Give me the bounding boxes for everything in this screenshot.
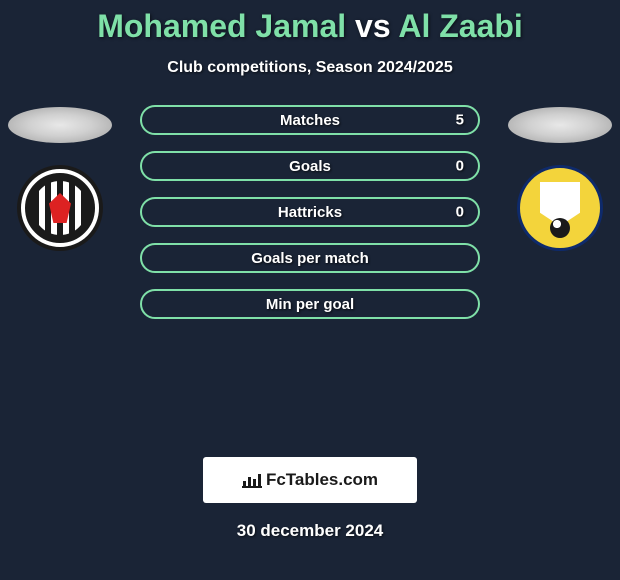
player1-name: Mohamed Jamal [97, 8, 346, 44]
content-area: Matches 5 Goals 0 Hattricks 0 Goals per … [0, 105, 620, 435]
stat-row-goals: Goals 0 [140, 151, 480, 181]
stat-row-goals-per-match: Goals per match [140, 243, 480, 273]
vs-word: vs [355, 8, 391, 44]
stat-label: Goals per match [251, 250, 369, 267]
player1-club-badge [17, 165, 103, 251]
stat-row-hattricks: Hattricks 0 [140, 197, 480, 227]
stat-label: Hattricks [278, 204, 342, 221]
stat-label: Goals [289, 158, 331, 175]
stats-column: Matches 5 Goals 0 Hattricks 0 Goals per … [140, 105, 480, 319]
stat-row-min-per-goal: Min per goal [140, 289, 480, 319]
player1-photo-placeholder [8, 107, 112, 143]
date-line: 30 december 2024 [0, 521, 620, 541]
brand-text: FcTables.com [266, 470, 378, 490]
player1-column [0, 105, 120, 251]
stat-value-right: 0 [456, 204, 464, 221]
stat-row-matches: Matches 5 [140, 105, 480, 135]
subtitle: Club competitions, Season 2024/2025 [0, 59, 620, 77]
stat-value-right: 0 [456, 158, 464, 175]
player2-column [500, 105, 620, 251]
stat-label: Min per goal [266, 296, 354, 313]
player2-photo-placeholder [508, 107, 612, 143]
brand-box[interactable]: FcTables.com [203, 457, 417, 503]
player2-club-badge [517, 165, 603, 251]
page-title: Mohamed Jamal vs Al Zaabi [0, 0, 620, 45]
player2-name: Al Zaabi [398, 8, 522, 44]
stat-value-right: 5 [456, 112, 464, 129]
bar-chart-icon [242, 472, 262, 488]
stat-label: Matches [280, 112, 340, 129]
comparison-card: Mohamed Jamal vs Al Zaabi Club competiti… [0, 0, 620, 541]
